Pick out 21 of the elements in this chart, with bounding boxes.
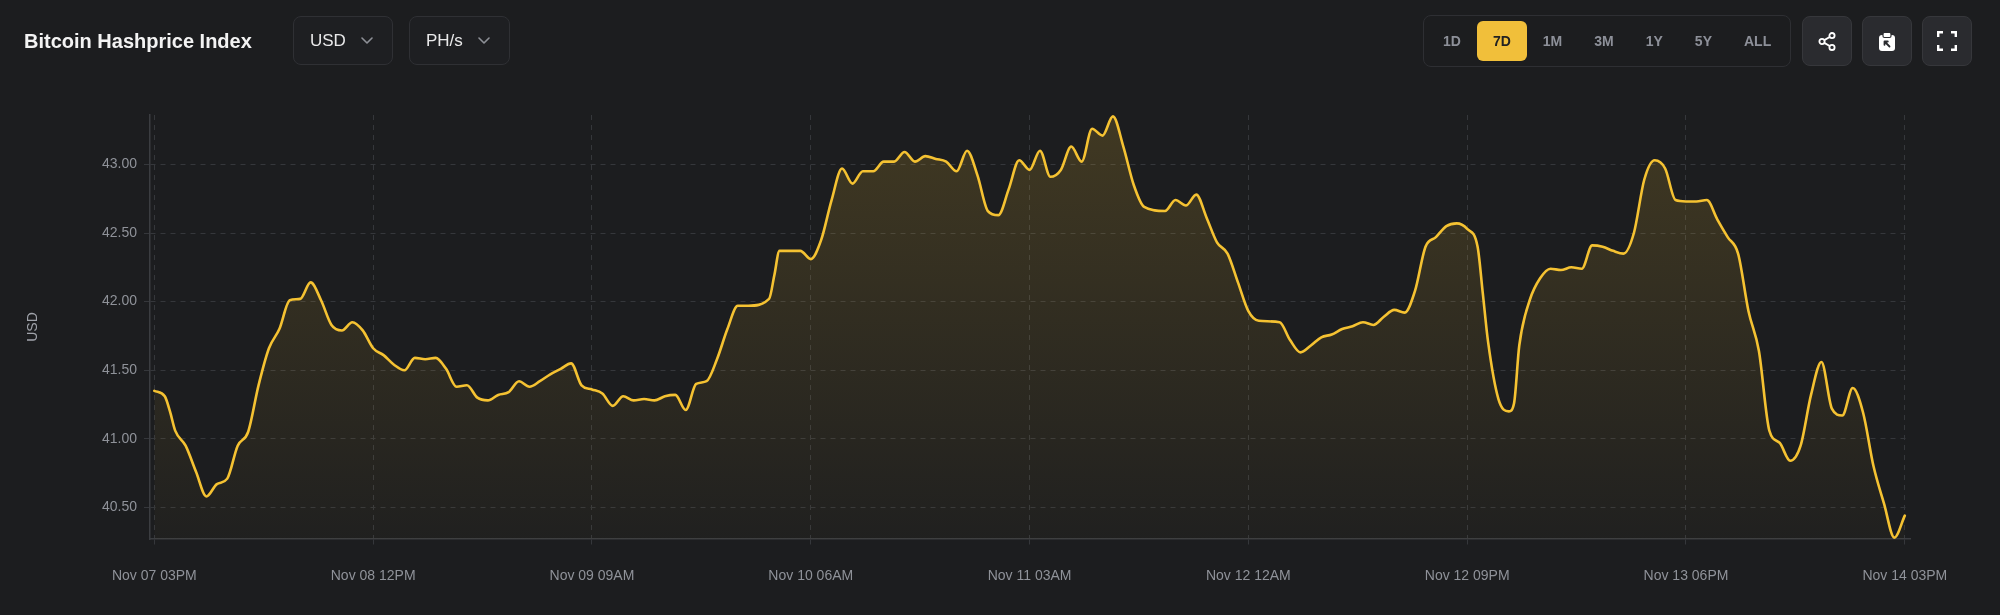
y-tick-label: 41.50 — [101, 361, 138, 378]
x-tick-label: Nov 08 12PM — [330, 567, 416, 584]
y-tick-label: 42.00 — [101, 292, 138, 309]
x-tick-label: Nov 10 06AM — [768, 567, 854, 584]
x-tick-label: Nov 07 03PM — [111, 567, 197, 584]
x-tick-label: Nov 09 09AM — [549, 567, 635, 584]
y-tick-label: 42.50 — [101, 223, 138, 240]
selected-range-button: 7D — [1476, 21, 1527, 61]
range-selector: 1D 7D 1M 3M 1Y 5Y ALL — [1423, 15, 1792, 67]
x-tick-label: Nov 13 06PM — [1643, 567, 1729, 584]
x-tick-label: Nov 11 03AM — [987, 567, 1072, 584]
dropdown: USD — [293, 16, 393, 65]
y-tick-label: 40.50 — [101, 498, 138, 515]
y-axis-title: USD — [24, 312, 41, 342]
x-tick-label: Nov 12 12AM — [1205, 567, 1291, 584]
x-tick-label: Nov 12 09PM — [1424, 567, 1510, 584]
y-tick-label: 43.00 — [101, 155, 138, 172]
y-tick-label: 41.00 — [101, 429, 138, 446]
chart-title: Bitcoin Hashprice Index — [24, 29, 252, 53]
dropdown: PH/s — [408, 16, 510, 65]
x-tick-label: Nov 14 03PM — [1862, 567, 1948, 584]
